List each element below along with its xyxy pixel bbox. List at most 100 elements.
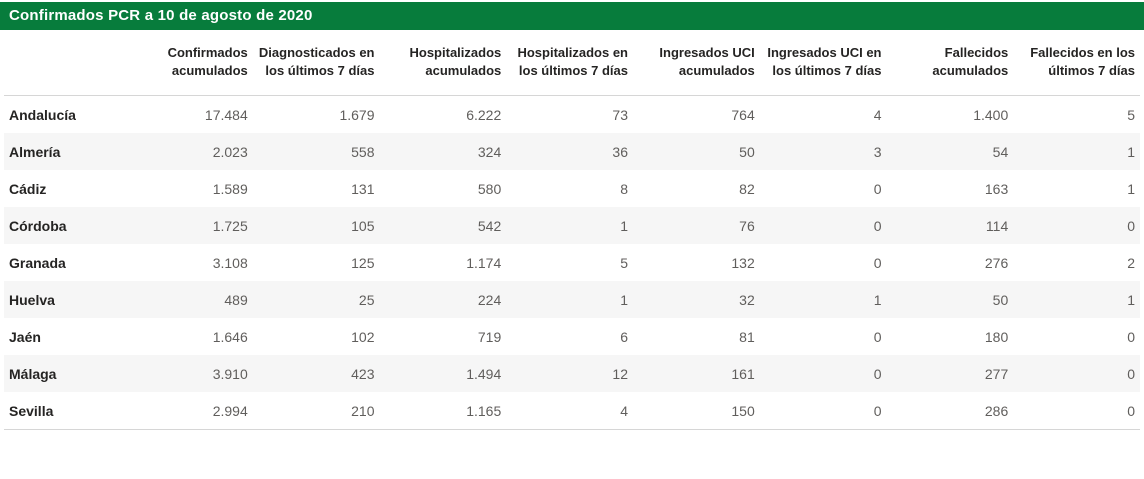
value-cell: 764 [731,106,755,123]
value-cell: 542 [477,217,502,234]
value-cell: 0 [1127,217,1135,234]
value-cell: 3.108 [212,254,248,271]
value-cell: 131 [351,180,375,197]
column-header: Hospitalizados en los últimos 7 días [506,30,633,97]
value-cell: 2.994 [126,392,253,431]
value-cell: 1 [620,217,628,234]
value-cell: 0 [1127,328,1135,345]
table-row: Málaga 3.910 423 1.494 12 161 0 277 0 [4,355,1140,393]
region-label: Málaga [9,365,57,382]
value-cell: 150 [633,392,760,431]
value-cell: 0 [759,392,887,431]
region-label: Granada [9,254,66,271]
value-cell: 580 [477,180,502,197]
value-cell: 0 [1127,365,1135,382]
value-cell: 0 [873,365,882,382]
region-label: Andalucía [9,106,76,123]
region-label: Huelva [9,291,55,308]
value-cell: 82 [739,180,755,197]
value-cell: 276 [984,254,1009,271]
column-header: Diagnosticados en los últimos 7 días [252,30,380,97]
value-cell: 1.494 [466,365,502,382]
value-cell: 0 [873,254,882,271]
value-cell: 36 [612,143,628,160]
value-cell: 1 [1127,291,1135,308]
value-cell: 25 [358,291,375,308]
value-cell: 6 [620,328,628,345]
value-cell: 163 [984,180,1009,197]
value-cell: 6.222 [466,106,502,123]
value-cell: 76 [739,217,755,234]
column-header: Ingresados UCI acumulados [633,30,760,97]
table-row: Granada 3.108 125 1.174 5 132 0 276 2 [4,244,1140,281]
value-cell: 132 [731,254,755,271]
column-header: Fallecidos acumulados [886,30,1014,97]
value-cell: 1.174 [466,254,502,271]
data-table: Confirmados acumulados Diagnosticados en… [4,30,1140,431]
value-cell: 1.165 [379,392,507,431]
value-cell: 3 [873,143,882,160]
value-cell: 32 [739,291,755,308]
value-cell: 125 [351,254,375,271]
table-row: Cádiz 1.589 131 580 8 82 0 163 1 [4,170,1140,207]
value-cell: 224 [477,291,502,308]
table-row: Almería 2.023 558 324 36 50 3 54 1 [4,133,1140,171]
region-label: Sevilla [4,392,126,431]
region-label: Cádiz [9,180,47,197]
value-cell: 1.679 [339,106,375,123]
value-cell: 180 [984,328,1009,345]
value-cell: 5 [620,254,628,271]
value-cell: 558 [351,143,375,160]
value-cell: 81 [739,328,755,345]
value-cell: 277 [984,365,1009,382]
value-cell: 0 [873,180,882,197]
table-row: Huelva 489 25 224 1 32 1 50 1 [4,281,1140,319]
value-cell: 114 [985,217,1009,234]
value-cell: 1.646 [212,328,248,345]
value-cell: 210 [252,392,380,431]
value-cell: 489 [224,291,248,308]
value-cell: 719 [477,328,502,345]
header-row: Confirmados acumulados Diagnosticados en… [4,30,1140,97]
value-cell: 4 [506,392,633,431]
value-cell: 0 [1013,392,1140,431]
value-cell: 17.484 [204,106,248,123]
value-cell: 324 [477,143,502,160]
table-body: Andalucía 17.484 1.679 6.222 73 764 4 1.400 5 Alm… [4,96,1140,431]
value-cell: 2 [1127,254,1135,271]
value-cell: 54 [992,143,1009,160]
corner-cell [4,30,126,97]
table-row: Sevilla 2.994 210 1.165 4 150 0 286 0 [4,392,1140,431]
table-row: Jaén 1.646 102 719 6 81 0 180 0 [4,318,1140,355]
value-cell: 4 [873,106,882,123]
value-cell: 286 [886,392,1014,431]
value-cell: 50 [739,143,755,160]
value-cell: 1 [620,291,628,308]
value-cell: 102 [351,328,375,345]
page-title: Confirmados PCR a 10 de agosto de 2020 [9,7,313,24]
value-cell: 0 [873,328,882,345]
column-header: Ingresados UCI en los últimos 7 días [759,30,887,97]
value-cell: 5 [1127,106,1135,123]
region-label: Córdoba [9,217,67,234]
value-cell: 1 [873,291,882,308]
value-cell: 50 [992,291,1009,308]
value-cell: 105 [351,217,375,234]
value-cell: 3.910 [212,365,248,382]
column-header: Confirmados acumulados [126,30,253,97]
value-cell: 0 [873,217,882,234]
value-cell: 1 [1127,143,1135,160]
table-row: Andalucía 17.484 1.679 6.222 73 764 4 1.400 5 [4,96,1140,134]
value-cell: 1.589 [212,180,248,197]
data-table-container: Confirmados acumulados Diagnosticados en… [4,30,1140,431]
value-cell: 161 [731,365,755,382]
value-cell: 12 [612,365,628,382]
column-header: Fallecidos en los últimos 7 días [1013,30,1140,97]
value-cell: 2.023 [212,143,248,160]
value-cell: 1.400 [973,106,1009,123]
title-bar: Confirmados PCR a 10 de agosto de 2020 [0,2,1144,30]
value-cell: 1 [1127,180,1135,197]
region-label: Jaén [9,328,41,345]
table-header: Confirmados acumulados Diagnosticados en… [4,30,1140,97]
value-cell: 8 [620,180,628,197]
